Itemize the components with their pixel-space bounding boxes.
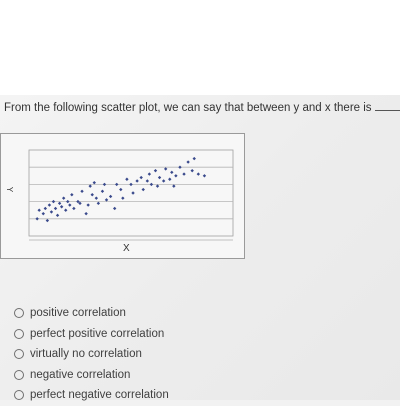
plot-area <box>28 149 234 237</box>
answer-option[interactable]: virtually no correlation <box>14 344 314 365</box>
scatter-point <box>178 165 182 169</box>
top-blank-area <box>0 0 400 95</box>
scatter-point <box>72 206 76 211</box>
scatter-point <box>155 184 160 188</box>
scatter-point <box>66 199 70 204</box>
answer-option-label: perfect positive correlation <box>30 327 165 340</box>
scatter-point <box>141 187 145 192</box>
scatter-point <box>115 182 119 187</box>
radio-button[interactable] <box>14 390 24 401</box>
scatter-point <box>53 206 58 211</box>
scatter-point <box>68 203 72 207</box>
scatter-point <box>61 196 66 200</box>
scatter-point <box>64 208 68 212</box>
answer-option[interactable]: perfect positive correlation <box>14 324 314 345</box>
answer-blank <box>374 100 400 111</box>
answer-option-label: virtually no correlation <box>30 348 142 361</box>
scatter-point <box>145 179 150 183</box>
scatter-point <box>80 189 84 193</box>
answer-options: positive correlation perfect positive cor… <box>14 303 314 406</box>
scatter-point <box>86 203 90 207</box>
x-axis-label: X <box>123 243 130 254</box>
scatter-point <box>84 211 88 216</box>
scatter-point <box>104 198 109 202</box>
scatter-point <box>59 205 64 209</box>
question-prompt: From the following scatter plot, we can … <box>4 102 372 114</box>
radio-button[interactable] <box>14 369 24 380</box>
radio-button[interactable] <box>14 308 24 319</box>
scatter-point <box>196 172 201 176</box>
scatter-point <box>182 172 186 176</box>
scatter-point <box>174 174 178 178</box>
scatter-point <box>149 182 154 187</box>
scatter-point <box>192 156 196 161</box>
answer-option[interactable]: negative correlation <box>14 365 314 386</box>
scatter-point <box>41 211 45 216</box>
answer-option[interactable]: perfect negative correlation <box>14 385 314 406</box>
scatter-point <box>57 201 62 206</box>
answer-option-label: perfect negative correlation <box>30 389 169 402</box>
scatter-point <box>70 193 74 197</box>
answer-option-label: negative correlation <box>30 368 131 381</box>
scatter-point <box>90 193 94 197</box>
scatter-point <box>49 210 54 214</box>
answer-option[interactable]: positive correlation <box>14 303 314 324</box>
scatter-point <box>94 196 99 200</box>
scatter-point <box>147 172 152 176</box>
scatter-point <box>102 182 107 187</box>
scatter-point <box>131 191 135 195</box>
scatter-point <box>37 208 41 212</box>
y-axis-label: Y <box>5 186 15 193</box>
scatter-point <box>125 177 129 181</box>
scatter-plot-canvas <box>28 149 234 241</box>
scatter-point <box>119 187 123 192</box>
scatter-point <box>186 160 190 164</box>
scatter-point <box>121 196 125 200</box>
scatter-point <box>135 179 139 183</box>
scatter-point <box>139 175 143 180</box>
scatter-point <box>76 199 80 204</box>
scatter-point <box>157 175 162 180</box>
scatter-point <box>170 170 174 175</box>
radio-button[interactable] <box>14 328 24 339</box>
scatter-point <box>163 167 168 171</box>
radio-button[interactable] <box>14 349 24 360</box>
scatter-point <box>45 218 50 223</box>
scatter-point <box>202 174 207 178</box>
scatter-point <box>55 213 60 218</box>
scatter-point <box>190 168 194 173</box>
scatter-point <box>100 189 105 193</box>
scatter-point <box>78 201 82 206</box>
scatter-point <box>172 184 176 188</box>
scatter-point <box>161 179 166 183</box>
scatter-point <box>168 177 172 181</box>
scatter-point <box>43 206 48 211</box>
scatter-point <box>108 194 113 199</box>
scatter-point <box>129 182 133 187</box>
scatter-point <box>112 206 117 211</box>
scatter-point <box>47 203 52 207</box>
question-text: From the following scatter plot, we can … <box>4 100 400 115</box>
scatter-plot <box>0 133 245 259</box>
scatter-point <box>92 180 96 185</box>
scatter-point <box>88 184 92 188</box>
scatter-point <box>153 168 158 173</box>
scatter-point <box>51 199 56 204</box>
scatter-point <box>35 217 39 221</box>
scatter-point <box>96 201 101 206</box>
answer-option-label: positive correlation <box>30 307 126 320</box>
